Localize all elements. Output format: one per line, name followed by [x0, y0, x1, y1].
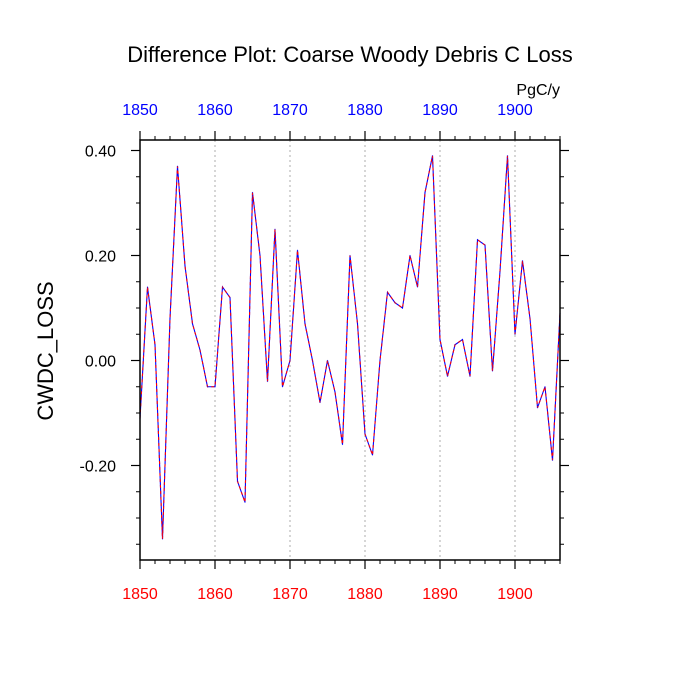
data-point-1878 — [349, 254, 351, 257]
data-point-1899 — [506, 155, 509, 157]
top-x-tick-label: 1850 — [122, 102, 158, 119]
bottom-x-tick-label: 1890 — [422, 586, 458, 603]
data-point-1884 — [394, 302, 396, 304]
data-point-1857 — [191, 323, 194, 325]
data-point-1863 — [236, 480, 239, 482]
y-tick-label: 0.40 — [85, 144, 116, 161]
data-point-1900 — [514, 333, 516, 335]
data-point-1871 — [296, 249, 299, 251]
data-series — [139, 155, 561, 540]
data-point-1864 — [244, 501, 246, 503]
data-point-1858 — [199, 349, 201, 351]
data-point-1887 — [416, 286, 419, 288]
data-point-1877 — [341, 443, 344, 446]
data-point-1881 — [371, 454, 374, 456]
data-point-1893 — [461, 338, 464, 341]
data-point-1895 — [476, 239, 479, 241]
data-point-1855 — [176, 165, 179, 167]
data-point-1874 — [319, 401, 321, 404]
data-point-1860 — [214, 386, 216, 388]
data-point-1867 — [266, 380, 269, 383]
plot-frame — [139, 139, 561, 561]
data-point-1859 — [206, 386, 209, 388]
units-label: PgC/y — [516, 82, 560, 99]
bottom-x-tick-label: 1900 — [497, 586, 533, 603]
top-x-tick-label: 1880 — [347, 102, 383, 119]
data-point-1882 — [379, 359, 381, 362]
bottom-x-tick-label: 1880 — [347, 586, 383, 603]
chart-title: Difference Plot: Coarse Woody Debris C L… — [127, 42, 573, 67]
data-point-1897 — [491, 370, 494, 372]
bottom-x-tick-label: 1860 — [197, 586, 233, 603]
data-point-1873 — [311, 359, 314, 362]
data-point-1879 — [356, 323, 359, 325]
data-point-1903 — [536, 407, 539, 409]
top-x-tick-label: 1890 — [422, 102, 458, 119]
data-point-1901 — [521, 260, 524, 262]
data-point-1889 — [431, 155, 434, 157]
bottom-x-tick-label: 1870 — [272, 586, 308, 603]
data-point-1872 — [304, 323, 306, 325]
data-point-1891 — [446, 375, 449, 377]
data-point-1880 — [364, 433, 366, 435]
data-point-1886 — [409, 254, 411, 257]
y-tick-label: 0.20 — [85, 249, 116, 266]
top-x-tick-label: 1900 — [497, 102, 533, 119]
data-point-1892 — [454, 344, 456, 346]
data-point-1888 — [424, 191, 426, 194]
grid-lines — [214, 140, 516, 560]
data-point-1905 — [551, 459, 554, 461]
data-point-1883 — [386, 291, 389, 293]
tick-labels: 1850 1850 1860 1860 1870 1870 1880 1880 1890 1890… — [80, 102, 533, 603]
y-axis-label: CWDC_LOSS — [33, 281, 58, 420]
data-point-1868 — [274, 228, 276, 230]
data-point-1890 — [439, 338, 441, 341]
data-point-1904 — [544, 386, 546, 388]
y-tick-label: 0.00 — [85, 354, 116, 371]
data-point-1896 — [484, 244, 486, 246]
top-x-tick-label: 1870 — [272, 102, 308, 119]
data-point-1853 — [161, 538, 164, 540]
data-point-1865 — [251, 191, 254, 194]
data-point-1875 — [326, 359, 329, 362]
data-point-1862 — [229, 296, 231, 299]
data-point-1885 — [401, 307, 404, 309]
data-point-1898 — [499, 270, 501, 272]
data-point-1851 — [146, 286, 149, 288]
data-point-1869 — [281, 386, 284, 388]
data-point-1852 — [154, 344, 156, 346]
data-point-1866 — [259, 254, 261, 257]
data-point-1894 — [469, 375, 471, 377]
bottom-x-tick-label: 1850 — [122, 586, 158, 603]
data-point-1876 — [334, 391, 336, 393]
data-point-1902 — [529, 317, 531, 320]
data-point-1861 — [221, 286, 224, 288]
data-point-1854 — [169, 317, 171, 320]
data-point-1870 — [289, 359, 291, 362]
y-tick-label: -0.20 — [80, 459, 117, 476]
top-x-tick-label: 1860 — [197, 102, 233, 119]
data-point-1856 — [184, 265, 186, 267]
